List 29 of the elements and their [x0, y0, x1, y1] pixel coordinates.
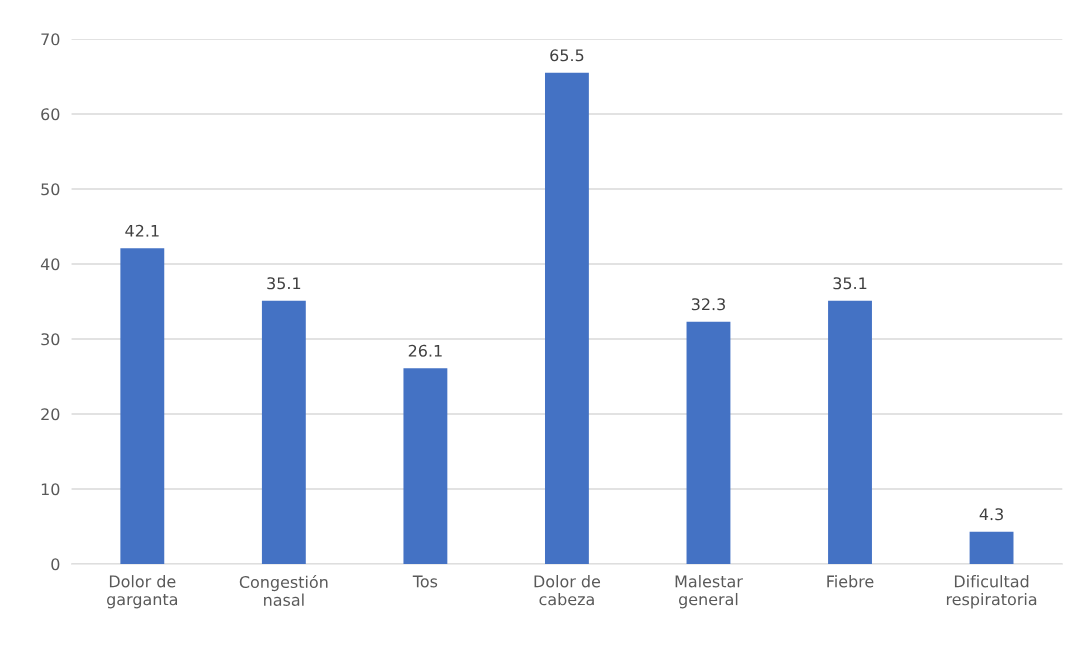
- bar: [261, 300, 306, 564]
- x-tick-label: Dolor de garganta: [107, 575, 178, 609]
- y-tick-label: 60: [41, 108, 60, 121]
- data-label: 65.5: [550, 49, 584, 62]
- data-label: 35.1: [833, 277, 867, 290]
- y-tick-label: 70: [41, 33, 60, 46]
- y-tick-label: 0: [51, 558, 60, 571]
- x-tick-label: Dificultad respiratoria: [946, 575, 1037, 609]
- y-tick-label: 50: [41, 183, 60, 196]
- data-label: 26.1: [408, 344, 442, 357]
- bar: [120, 248, 165, 564]
- x-tick-label: Fiebre: [827, 575, 874, 588]
- data-label: 35.1: [267, 277, 301, 290]
- bar: [969, 531, 1014, 564]
- y-tick-label: 10: [41, 483, 60, 496]
- bar: [544, 72, 589, 564]
- x-tick-label: Tos: [412, 575, 438, 588]
- bar: [403, 368, 448, 564]
- y-tick-label: 20: [41, 408, 60, 421]
- x-tick-label: Dolor de cabeza: [534, 575, 601, 606]
- x-tick-label: Congestión nasal: [239, 575, 328, 606]
- data-label: 4.3: [979, 508, 1003, 521]
- data-label: 32.3: [691, 298, 725, 311]
- bar: [686, 321, 731, 564]
- data-label: 42.1: [125, 224, 159, 237]
- y-tick-label: 40: [40, 258, 60, 271]
- bar: [828, 300, 872, 564]
- y-tick-label: 30: [41, 333, 60, 346]
- x-tick-label: Malestar general: [675, 575, 743, 609]
